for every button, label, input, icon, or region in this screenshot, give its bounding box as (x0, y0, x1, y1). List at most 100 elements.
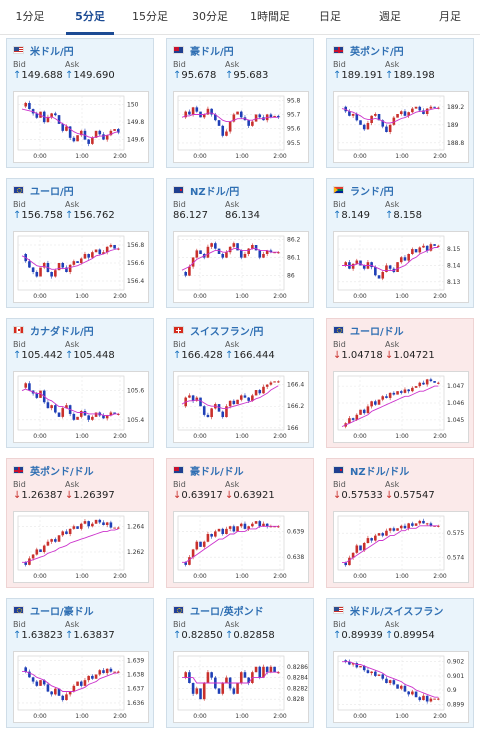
candle-up (392, 117, 396, 125)
y-tick-label: 0.8282 (287, 685, 308, 692)
candle-up (195, 250, 199, 258)
pair-name[interactable]: ユーロ/豪ドル (30, 606, 94, 618)
bid-label: Bid (333, 620, 346, 629)
pair-name[interactable]: NZドル/円 (190, 186, 240, 198)
candle-up (79, 258, 83, 263)
bid-value: ↓0.57533 (333, 490, 383, 501)
y-tick-label: 1.638 (127, 671, 144, 678)
rate-card[interactable]: 英ポンド/円 Bid Ask ↑189.191 ↑189.198 0:00 1:00 2:00… (326, 38, 474, 168)
price-chart[interactable]: 0:00 1:00 2:00 0.902 0.901 0.9 0.899 (333, 651, 469, 723)
pair-name[interactable]: NZドル/ドル (350, 466, 410, 478)
tab-5[interactable]: 1時間足 (250, 10, 290, 23)
candle-up (276, 526, 280, 528)
price-chart[interactable]: 0:00 1:00 2:00 156.8 156.6 156.4 (13, 231, 149, 303)
rate-card[interactable]: スイスフラン/円 Bid Ask ↑166.428 ↑166.444 0:00 1:00 2:… (166, 318, 314, 448)
candle-up (184, 111, 188, 118)
price-chart[interactable]: 0:00 1:00 2:00 105.6 105.4 (13, 371, 149, 443)
card-header: ユーロ/ドル (333, 324, 404, 338)
x-tick-label: 2:00 (433, 573, 447, 580)
candle-down (24, 562, 28, 565)
tab-1[interactable]: 1分足 (15, 10, 45, 23)
pair-name[interactable]: 豪ドル/ドル (190, 466, 244, 478)
tab-4[interactable]: 30分足 (192, 10, 228, 23)
price-chart[interactable]: 0:00 1:00 2:00 189.2 189 188.8 (333, 91, 469, 163)
pair-name[interactable]: 米ドル/円 (30, 46, 74, 58)
rate-card[interactable]: ユーロ/円 Bid Ask ↑156.758 ↑156.762 0:00 1:00 2:00 1… (6, 178, 154, 308)
candle-down (422, 382, 425, 385)
pair-name[interactable]: 豪ドル/円 (190, 46, 234, 58)
moving-average-line (181, 385, 279, 409)
price-chart[interactable]: 0:00 1:00 2:00 150 149.8 149.6 (13, 91, 149, 163)
moving-average-line (22, 671, 119, 692)
candle-down (35, 681, 39, 686)
rate-card[interactable]: 米ドル/円 Bid Ask ↑149.688 ↑149.690 0:00 1:00 2:00 1… (6, 38, 154, 168)
pair-name[interactable]: ランド/円 (350, 186, 394, 198)
candle-down (418, 697, 422, 701)
candle-up (228, 121, 232, 132)
rate-card[interactable]: NZドル/円 Bid Ask 86.127 86.134 0:00 1:00 2:00 86.2… (166, 178, 314, 308)
card-header: ユーロ/豪ドル (13, 604, 94, 618)
bid-label: Bid (173, 480, 186, 489)
pair-name[interactable]: ユーロ/英ポンド (190, 606, 264, 618)
rate-card[interactable]: 米ドル/スイスフラン Bid Ask ↑0.89939 ↑0.89954 0:00 1:00… (326, 598, 474, 728)
candle-up (251, 245, 254, 249)
price-chart[interactable]: 0:00 1:00 2:00 0.8286 0.8284 0.8282 0.828 (173, 651, 309, 723)
candle-up (42, 263, 46, 268)
price-chart[interactable]: 0:00 1:00 2:00 0.575 0.574 (333, 511, 469, 583)
price-chart[interactable]: 0:00 1:00 2:00 166.4 166.2 166 (173, 371, 309, 443)
price-chart-svg: 0:00 1:00 2:00 86.2 86.1 86 (177, 235, 301, 300)
bid-label: Bid (13, 200, 26, 209)
ask-number: 156.762 (73, 210, 115, 221)
tab-2[interactable]: 5分足 (60, 0, 120, 35)
tab-3[interactable]: 15分足 (132, 10, 168, 23)
rate-card[interactable]: 英ポンド/ドル Bid Ask ↓1.26387 ↓1.26397 0:00 1:00 2:0… (6, 458, 154, 588)
rate-card[interactable]: ランド/円 Bid Ask ↑8.149 ↑8.158 0:00 1:00 2:00 8.15 8… (326, 178, 474, 308)
ask-value: ↑166.444 (225, 350, 275, 361)
price-chart[interactable]: 0:00 1:00 2:00 0.639 0.638 (173, 511, 309, 583)
ask-number: 8.158 (393, 210, 423, 221)
pair-name[interactable]: ユーロ/円 (30, 186, 74, 198)
candle-up (65, 694, 68, 701)
price-chart[interactable]: 0:00 1:00 2:00 1.639 1.638 1.637 1.636 (13, 651, 149, 723)
bid-number: 1.63823 (21, 630, 63, 641)
tab-6[interactable]: 日足 (319, 10, 341, 23)
arrow-up-icon: ↑ (13, 630, 22, 641)
pair-name[interactable]: 英ポンド/円 (350, 46, 404, 58)
candle-down (214, 243, 217, 249)
candle-up (105, 246, 109, 253)
x-tick-label: 2:00 (113, 433, 127, 440)
price-chart[interactable]: 0:00 1:00 2:00 95.8 95.7 95.6 95.5 (173, 91, 309, 163)
nz-flag-icon (173, 186, 184, 194)
price-chart[interactable]: 0:00 1:00 2:00 86.2 86.1 86 (173, 231, 309, 303)
tab-7[interactable]: 週足 (379, 10, 401, 23)
pair-name[interactable]: ユーロ/ドル (350, 326, 404, 338)
candle-up (370, 401, 373, 407)
candle-up (184, 672, 188, 678)
rate-card[interactable]: 豪ドル/円 Bid Ask ↑95.678 ↑95.683 0:00 1:00 2:00 95.… (166, 38, 314, 168)
price-chart[interactable]: 0:00 1:00 2:00 1.264 1.262 (13, 511, 149, 583)
pair-name[interactable]: カナダドル/円 (30, 326, 94, 338)
pair-name[interactable]: 英ポンド/ドル (30, 466, 94, 478)
y-tick-label: 0.902 (447, 659, 464, 666)
price-chart[interactable]: 0:00 1:00 2:00 8.15 8.14 8.13 (333, 231, 469, 303)
tab-8[interactable]: 月足 (439, 10, 461, 23)
rate-card[interactable]: NZドル/ドル Bid Ask ↓0.57533 ↓0.57547 0:00 1:00 2:0… (326, 458, 474, 588)
rate-card[interactable]: カナダドル/円 Bid Ask ↑105.442 ↑105.448 0:00 1:00 2:0… (6, 318, 154, 448)
bid-value: ↓1.04718 (333, 350, 383, 361)
price-chart[interactable]: 0:00 1:00 2:00 1.047 1.046 1.045 (333, 371, 469, 443)
pair-name[interactable]: スイスフラン/円 (190, 326, 264, 338)
candle-down (188, 111, 191, 115)
rate-card[interactable]: ユーロ/豪ドル Bid Ask ↑1.63823 ↑1.63837 0:00 1:00 2:0… (6, 598, 154, 728)
candle-down (76, 261, 79, 263)
pair-name[interactable]: 米ドル/スイスフラン (350, 606, 444, 618)
rate-card[interactable]: ユーロ/英ポンド Bid Ask ↑0.82850 ↑0.82858 0:00 1:00 2:… (166, 598, 314, 728)
candle-up (411, 108, 414, 113)
x-tick-label: 0:00 (193, 433, 207, 440)
candle-up (191, 549, 195, 558)
rate-card[interactable]: 豪ドル/ドル Bid Ask ↓0.63917 ↓0.63921 0:00 1:00 2:00… (166, 458, 314, 588)
candle-up (76, 681, 79, 686)
candle-down (191, 683, 195, 694)
bid-label: Bid (333, 200, 346, 209)
rate-card[interactable]: ユーロ/ドル Bid Ask ↓1.04718 ↓1.04721 0:00 1:00 2:00… (326, 318, 474, 448)
card-header: 米ドル/円 (13, 44, 74, 58)
